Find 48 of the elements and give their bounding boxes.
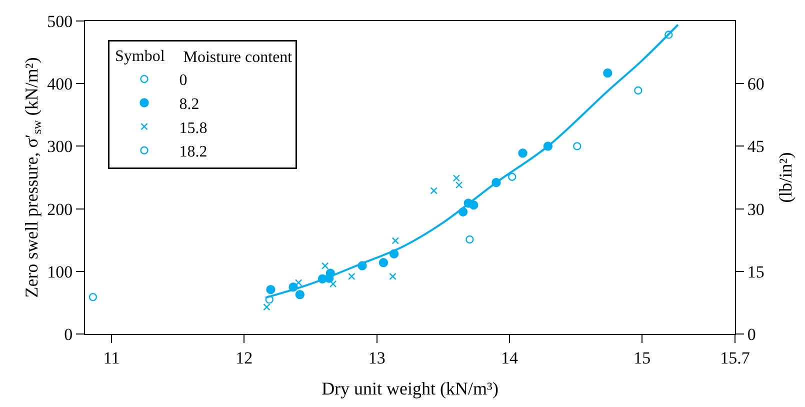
x-axis-title: Dry unit weight (kN/m³)	[322, 378, 498, 398]
y2-axis-title: (lb/in²)	[776, 152, 796, 203]
point	[392, 237, 400, 244]
y-tick-label: 400	[47, 74, 73, 94]
x-tick-label: 15	[634, 348, 651, 368]
y2-tick-label: 15	[747, 262, 764, 282]
point	[265, 295, 274, 304]
y2-tick-label: 30	[747, 200, 764, 219]
point	[508, 172, 516, 181]
point	[322, 262, 329, 270]
x-tick-label: 11	[103, 348, 120, 368]
y-tick-label: 100	[47, 262, 73, 282]
point	[266, 284, 276, 294]
point	[378, 258, 388, 268]
point	[389, 272, 396, 280]
x-tick-label: 12	[236, 348, 253, 368]
legend-label: 8.2	[179, 96, 200, 114]
legend-label: 15.8	[179, 120, 208, 137]
y-tick-label: 300	[47, 137, 73, 156]
legend-label: 18.2	[179, 144, 208, 161]
point	[603, 68, 612, 78]
legend-title: Moisture content	[183, 49, 292, 66]
point	[452, 174, 460, 182]
point	[634, 86, 642, 95]
x-tick-label: 13	[368, 348, 386, 368]
point	[348, 272, 356, 280]
legend-label: 0	[179, 72, 188, 90]
point	[469, 200, 478, 210]
y-tick-label: 0	[64, 324, 73, 344]
point	[294, 279, 302, 286]
y2-tick-label: 45	[747, 137, 764, 156]
annotation: Symbol	[115, 48, 166, 65]
point	[295, 290, 304, 300]
point	[466, 235, 474, 244]
y2-tick-label: 60	[747, 74, 764, 94]
point	[664, 30, 673, 39]
y2-tick-label: 0	[747, 324, 756, 344]
point	[455, 181, 463, 189]
point	[430, 187, 438, 194]
point	[88, 292, 98, 302]
point	[573, 142, 582, 150]
point	[518, 148, 528, 158]
x-tick-label: 15.7	[720, 348, 750, 368]
point	[263, 303, 270, 311]
point	[329, 280, 337, 288]
y-tick-label: 200	[47, 200, 73, 219]
y-tick-label: 500	[47, 12, 73, 31]
x-tick-label: 14	[500, 348, 518, 368]
